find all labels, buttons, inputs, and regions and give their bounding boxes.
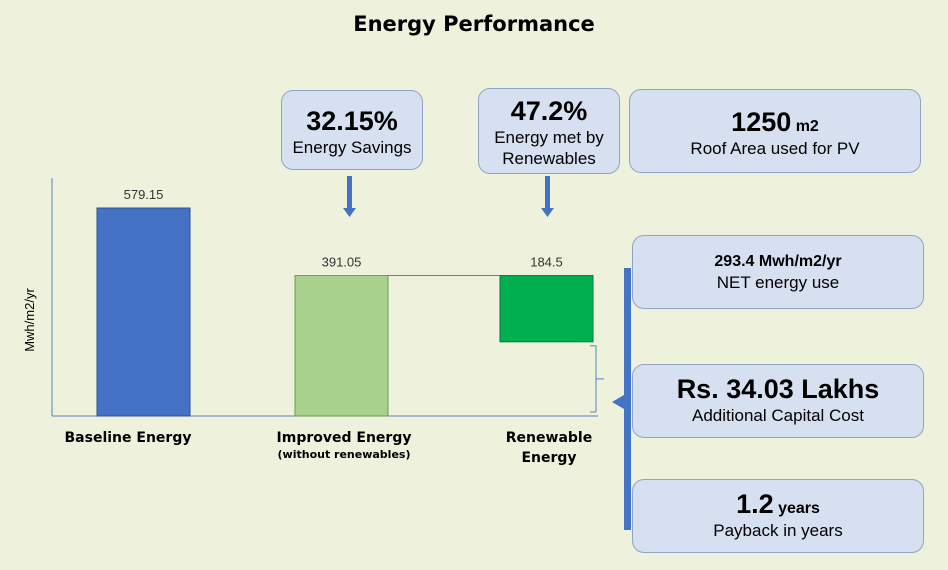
- roof-area-value: 1250: [731, 107, 792, 137]
- renewables-label-line1: Energy met by: [494, 128, 604, 147]
- bar-renewable: [499, 275, 594, 343]
- capital-cost-value: Rs. 34.03 Lakhs: [676, 374, 880, 404]
- value-label-improved: 391.05: [322, 255, 362, 270]
- net-energy-card: 293.4 Mwh/m2/yr NET energy use: [632, 235, 924, 309]
- roof-area-card: 1250 m2 Roof Area used for PV: [629, 89, 921, 173]
- payback-label: Payback in years: [713, 521, 843, 540]
- bar-baseline: [96, 207, 191, 417]
- value-label-baseline: 579.15: [124, 187, 164, 202]
- energy-savings-value: 32.15%: [306, 106, 398, 136]
- left-arrow-icon: [612, 395, 624, 409]
- renewables-card: 47.2% Energy met by Renewables: [478, 88, 620, 174]
- bar-improved: [294, 275, 389, 417]
- energy-savings-label: Energy Savings: [292, 138, 412, 157]
- energy-savings-card: 32.15% Energy Savings: [281, 90, 423, 170]
- value-label-renewable: 184.5: [530, 255, 563, 270]
- payback-unit: years: [778, 500, 820, 517]
- arrow-savings-shaft: [347, 176, 352, 210]
- capital-cost-card: Rs. 34.03 Lakhs Additional Capital Cost: [632, 364, 924, 438]
- payback-card: 1.2 years Payback in years: [632, 479, 924, 553]
- net-energy-value: 293.4 Mwh/m2/yr: [714, 253, 842, 270]
- net-energy-label: NET energy use: [716, 273, 840, 292]
- side-bar: [624, 268, 631, 530]
- arrow-savings-head: [343, 208, 356, 217]
- category-label-renewable: Renewable Energy: [505, 430, 593, 466]
- roof-area-label: Roof Area used for PV: [690, 139, 860, 158]
- arrow-renewables-head: [541, 208, 554, 217]
- chart-title: Energy Performance: [353, 12, 595, 36]
- payback-value: 1.2: [736, 489, 774, 519]
- y-axis-label: Mwh/m2/yr: [22, 288, 37, 352]
- renewables-value: 47.2%: [510, 96, 588, 126]
- arrow-renewables-shaft: [545, 176, 550, 210]
- capital-cost-label: Additional Capital Cost: [692, 406, 864, 425]
- renewables-label-line2: Renewables: [502, 149, 596, 168]
- category-note-improved: (without renewables): [277, 448, 411, 461]
- category-label-improved: Improved Energy (without renewables): [254, 428, 434, 462]
- roof-area-unit: m2: [795, 118, 819, 135]
- category-label-baseline: Baseline Energy: [64, 430, 192, 446]
